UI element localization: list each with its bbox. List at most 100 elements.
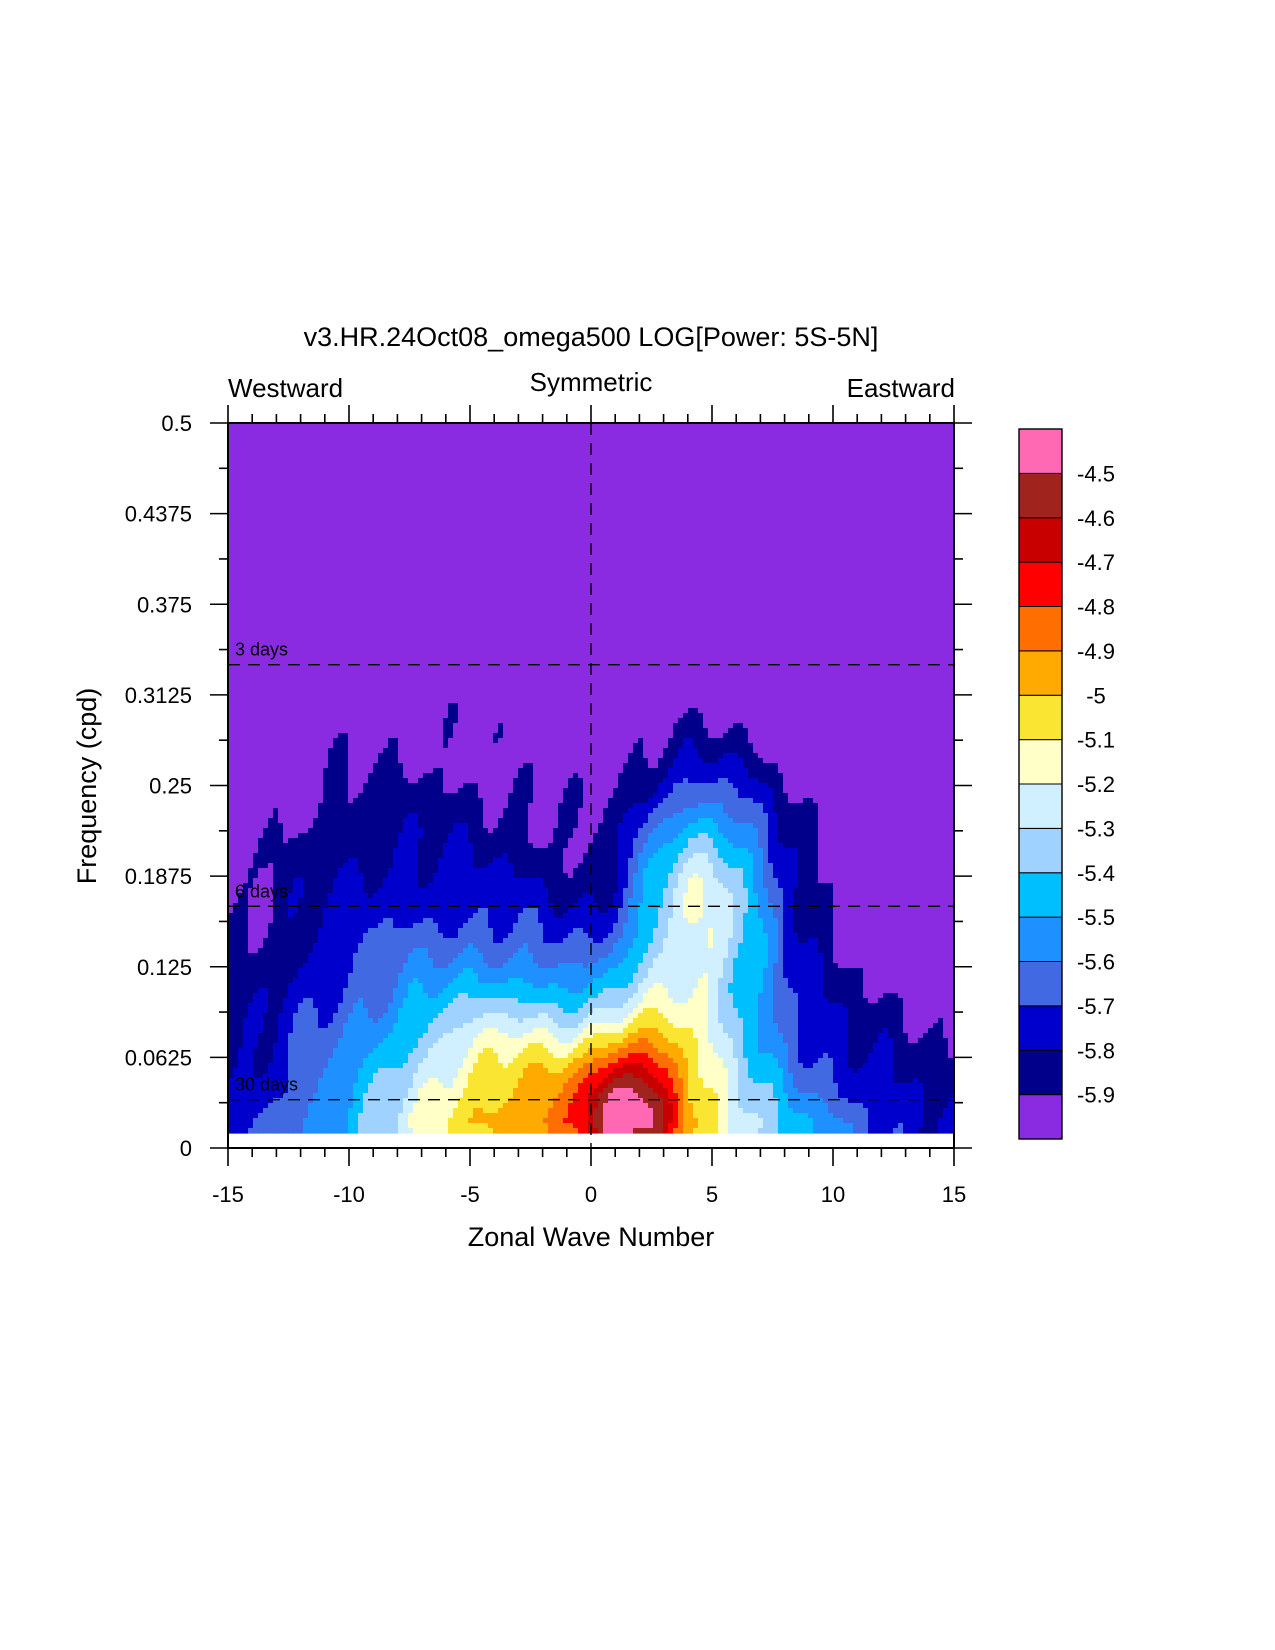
contour-cell	[383, 473, 389, 479]
contour-cell	[868, 568, 874, 574]
contour-cell	[528, 448, 534, 454]
contour-cell	[763, 468, 769, 474]
contour-cell	[353, 508, 359, 514]
contour-cell	[783, 578, 789, 584]
contour-cell	[493, 528, 499, 534]
contour-cell	[378, 573, 384, 579]
contour-cell	[448, 528, 454, 534]
contour-cell	[348, 553, 354, 559]
contour-cell	[328, 483, 334, 489]
contour-cell	[743, 483, 749, 489]
contour-cell	[858, 573, 864, 579]
contour-cell	[563, 478, 569, 484]
contour-cell	[288, 563, 294, 569]
contour-cell	[703, 513, 709, 519]
contour-cell	[643, 503, 649, 509]
contour-cell	[273, 438, 279, 444]
contour-cell	[753, 533, 759, 539]
contour-cell	[423, 588, 429, 594]
contour-cell	[478, 563, 484, 569]
contour-cell	[893, 573, 899, 579]
contour-cell	[703, 568, 709, 574]
contour-cell	[413, 518, 419, 524]
contour-cell	[478, 538, 484, 544]
contour-cell	[353, 493, 359, 499]
contour-cell	[653, 448, 659, 454]
contour-cell	[258, 573, 264, 579]
contour-cell	[243, 523, 249, 529]
contour-cell	[593, 538, 599, 544]
contour-cell	[613, 433, 619, 439]
contour-cell	[898, 508, 904, 514]
contour-cell	[748, 478, 754, 484]
contour-cell	[933, 493, 939, 499]
contour-cell	[243, 558, 249, 564]
contour-cell	[268, 573, 274, 579]
contour-cell	[293, 483, 299, 489]
contour-cell	[233, 498, 239, 504]
contour-cell	[668, 573, 674, 579]
contour-cell	[933, 538, 939, 544]
contour-cell	[423, 473, 429, 479]
contour-cell	[823, 468, 829, 474]
contour-cell	[698, 428, 704, 434]
contour-cell	[548, 468, 554, 474]
contour-cell	[478, 543, 484, 549]
contour-cell	[498, 428, 504, 434]
contour-cell	[923, 483, 929, 489]
contour-cell	[553, 488, 559, 494]
contour-cell	[248, 543, 254, 549]
contour-cell	[933, 573, 939, 579]
contour-cell	[488, 453, 494, 459]
contour-cell	[853, 428, 859, 434]
contour-cell	[308, 578, 314, 584]
contour-cell	[233, 518, 239, 524]
contour-cell	[873, 518, 879, 524]
contour-cell	[818, 493, 824, 499]
contour-cell	[393, 438, 399, 444]
contour-cell	[513, 548, 519, 554]
contour-cell	[803, 573, 809, 579]
contour-cell	[423, 493, 429, 499]
contour-cell	[823, 503, 829, 509]
contour-cell	[533, 438, 539, 444]
contour-cell	[303, 563, 309, 569]
contour-cell	[463, 438, 469, 444]
contour-cell	[648, 558, 654, 564]
contour-cell	[468, 518, 474, 524]
contour-cell	[863, 583, 869, 589]
contour-cell	[818, 433, 824, 439]
contour-cell	[368, 523, 374, 529]
contour-cell	[423, 518, 429, 524]
contour-cell	[718, 548, 724, 554]
contour-cell	[788, 478, 794, 484]
contour-cell	[663, 438, 669, 444]
contour-cell	[678, 528, 684, 534]
contour-cell	[683, 548, 689, 554]
contour-cell	[918, 538, 924, 544]
contour-cell	[363, 573, 369, 579]
contour-cell	[928, 553, 934, 559]
contour-cell	[453, 443, 459, 449]
contour-cell	[663, 548, 669, 554]
contour-cell	[658, 568, 664, 574]
contour-cell	[393, 578, 399, 584]
contour-cell	[798, 583, 804, 589]
contour-cell	[653, 443, 659, 449]
contour-cell	[768, 433, 774, 439]
contour-cell	[328, 433, 334, 439]
contour-cell	[448, 438, 454, 444]
contour-cell	[698, 438, 704, 444]
contour-cell	[373, 513, 379, 519]
contour-cell	[733, 433, 739, 439]
contour-cell	[428, 448, 434, 454]
contour-cell	[338, 538, 344, 544]
contour-cell	[278, 433, 284, 439]
contour-cell	[608, 553, 614, 559]
contour-cell	[273, 473, 279, 479]
contour-cell	[708, 483, 714, 489]
contour-cell	[793, 528, 799, 534]
contour-cell	[648, 428, 654, 434]
contour-cell	[463, 568, 469, 574]
contour-cell	[553, 528, 559, 534]
